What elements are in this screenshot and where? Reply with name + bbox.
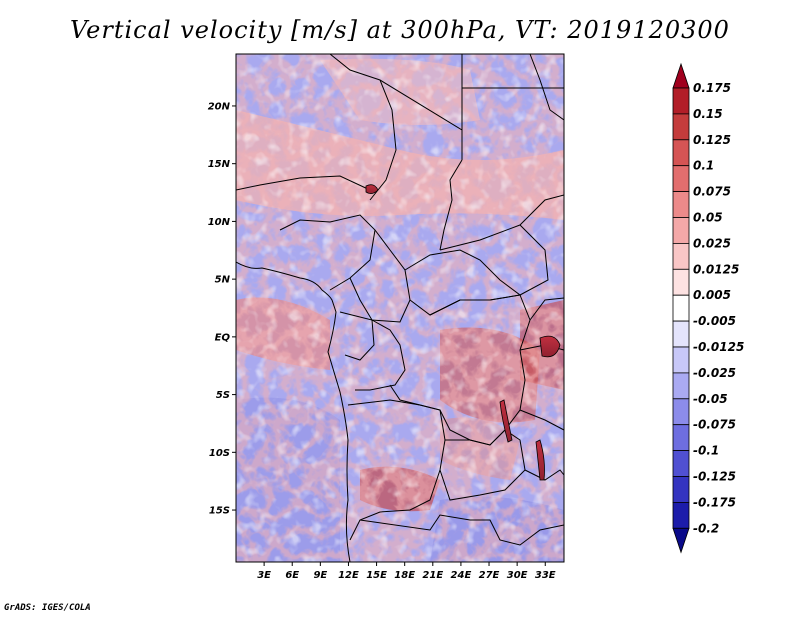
colorbar-swatch [672,320,690,348]
mozambique-border [524,469,564,481]
colorbar-label: -0.075 [693,418,736,432]
colorbar-swatch [672,268,690,296]
map-area [236,54,564,562]
colorbar-swatch [672,346,690,374]
colorbar-label: 0.175 [693,81,731,95]
colorbar-swatch [672,242,690,270]
lat-tick-label: EQ [215,332,231,343]
lake-chad [365,184,379,194]
lon-tick-label: 3E [257,570,271,581]
colorbar-label: 0.1 [693,159,714,173]
colorbar-label: -0.05 [693,392,728,406]
latitude-axis: 20N 15N 10N 5N EQ 5S 10S 15S [208,101,236,517]
colorbar-top-arrow [672,62,690,89]
lon-tick-label: 18E [394,570,415,581]
nigeria-border [279,214,376,291]
kenya-uganda-border [529,297,564,321]
lat-tick-label: 20N [208,101,231,112]
colorbar-swatch [672,139,690,167]
colorbar-label: 0.05 [693,211,723,225]
colorbar-label: -0.125 [693,470,736,484]
ethiopia-border [519,194,564,226]
colorbar-label: -0.005 [693,314,736,328]
namibia-botswana-border [359,514,564,546]
colorbar-swatch [672,294,690,322]
colorbar-label: -0.1 [693,444,719,458]
colorbar-label: -0.025 [693,366,736,380]
gabon-congo-border [339,311,375,361]
chad-sudan-border [439,159,463,251]
colorbar-swatch [672,113,690,141]
lon-tick-label: 12E [338,570,359,581]
country-borders [236,54,564,562]
algeria-niger-border [329,54,463,131]
south-sudan-border [439,224,549,296]
zambia-border [439,429,526,501]
great-lakes [365,184,561,481]
colorbar-label: 0.0125 [693,262,739,276]
lat-tick-label: 10N [208,217,231,228]
lat-tick-label: 15S [209,506,230,517]
lon-tick-label: 27E [479,570,500,581]
colorbar-swatch [672,450,690,477]
lon-tick-label: 15E [366,570,387,581]
credit-label: GrADS: IGES/COLA [4,603,91,613]
lat-tick-label: 5N [215,275,231,286]
lat-tick-label: 15N [208,159,231,170]
niger-chad-border [369,79,397,201]
colorbar-label: 0.005 [693,288,731,302]
colorbar-bottom-arrow [672,527,690,554]
colorbar-swatch [672,191,690,218]
lon-tick-label: 9E [313,570,327,581]
colorbar-swatch [672,217,690,244]
lon-tick-label: 21E [422,570,443,581]
colorbar-swatch [672,372,690,400]
colorbar-label: 0.15 [693,107,723,121]
mali-niger-border [236,175,371,191]
lat-tick-label: 5S [216,390,230,401]
colorbar-label: -0.2 [693,521,719,535]
colorbar-label: 0.025 [693,236,731,250]
colorbar-swatch [672,476,690,503]
colorbar-swatch [672,501,690,529]
map-title: Vertical velocity [m/s] at 300hPa, VT: 2… [70,16,730,44]
lake-malawi [535,439,545,481]
colorbar-legend: 0.175 0.15 0.125 0.1 0.075 0.05 0.025 0.0125 0.0… [672,62,744,554]
west-africa-coast [236,261,351,562]
cameroon-border [349,229,411,323]
red-sea-coast [529,54,564,121]
lake-victoria [539,335,561,358]
colorbar-label: -0.175 [693,495,736,509]
colorbar-label: 0.125 [693,133,731,147]
lon-tick-label: 24E [451,570,472,581]
colorbar-swatch [672,398,690,426]
colorbar-swatch [672,87,690,115]
lon-tick-label: 33E [535,570,556,581]
colorbar-swatch [672,424,690,452]
colorbar-label: -0.0125 [693,340,744,354]
congo-drc-border [355,319,406,391]
lon-tick-label: 30E [507,570,528,581]
colorbar-label: 0.075 [693,185,731,199]
lat-tick-label: 10S [209,448,230,459]
lon-tick-label: 6E [285,570,299,581]
longitude-axis: 3E 6E 9E 12E 15E 18E 21E 24E 27E 30E 33E [257,562,556,581]
colorbar-swatch [672,165,690,192]
lake-tanganyika [499,399,513,443]
map-frame [235,53,565,563]
